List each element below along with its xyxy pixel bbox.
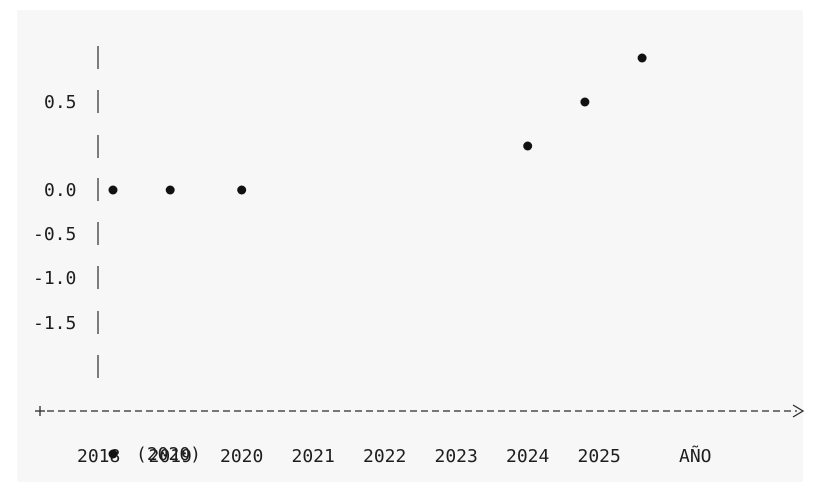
data-point — [237, 185, 247, 195]
y-tick-label: -1.5 — [33, 313, 76, 334]
chart-panel — [17, 10, 803, 482]
x-tick-label: 2024 — [506, 446, 549, 467]
y-tick-label: 0.0 — [44, 180, 77, 201]
data-point — [108, 185, 118, 195]
x-tick-label: 2022 — [363, 446, 406, 467]
y-tick-labels: 0.5 0.0 -0.5 -1.0 -1.5 — [33, 92, 77, 334]
data-point — [580, 97, 590, 107]
data-point — [523, 141, 533, 151]
y-tick-label: -1.0 — [33, 268, 76, 289]
x-axis-label: AÑO — [679, 445, 712, 467]
data-point — [637, 53, 647, 63]
x-tick-label: 2023 — [435, 446, 478, 467]
y-tick-label: -0.5 — [33, 224, 76, 245]
y-tick-label: 0.5 — [44, 92, 77, 113]
x-tick-label: 2019 — [149, 446, 192, 467]
x-axis-arrow — [792, 404, 805, 418]
data-points: (2020) — [108, 53, 647, 465]
x-tick-label: 2025 — [578, 446, 621, 467]
x-axis — [35, 404, 805, 418]
data-point — [165, 185, 175, 195]
data-point — [108, 449, 118, 459]
x-tick-label: 2021 — [292, 446, 335, 467]
x-tick-labels: 2018 2019 2020 2021 2022 2023 2024 2025 — [77, 446, 621, 467]
x-tick-label: 2020 — [220, 446, 263, 467]
data-label: (2020) — [136, 444, 201, 465]
